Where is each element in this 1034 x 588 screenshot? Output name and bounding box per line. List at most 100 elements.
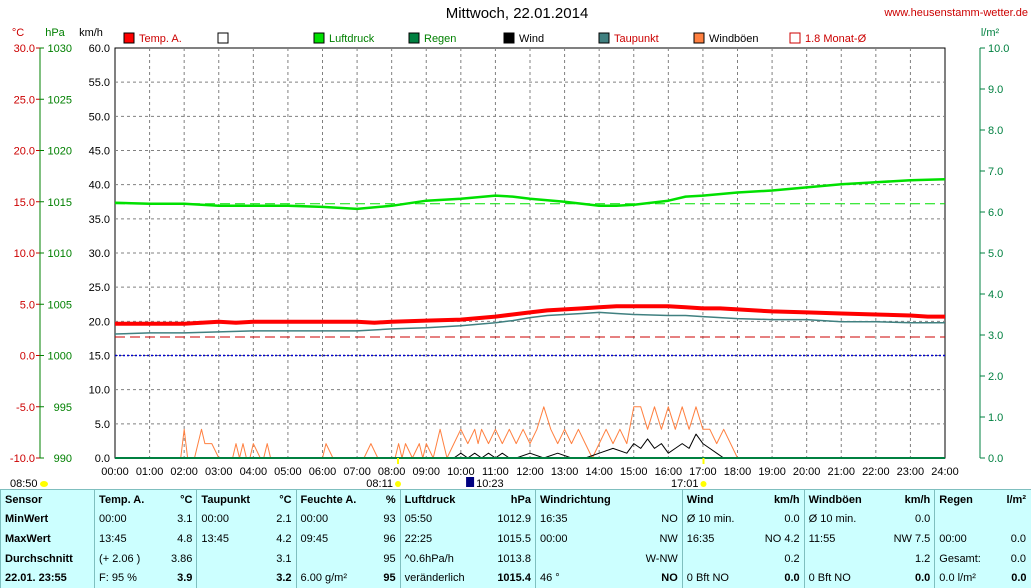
stats-cell-note: 13:45: [196, 529, 267, 549]
stats-cell-note: 0.0 l/m²: [934, 568, 997, 588]
stats-cell-value: NW: [659, 532, 678, 545]
temp-tick-label: 20.0: [14, 146, 35, 158]
stats-cell-value: NO: [661, 572, 678, 585]
x-tick-label: 17:00: [689, 466, 717, 478]
stats-cell-note: 00:00: [94, 509, 161, 530]
x-tick-label: 02:00: [170, 466, 198, 478]
stats-cell-note: 16:35: [534, 509, 633, 530]
stats-row-label: 22.01. 23:55: [0, 568, 95, 588]
stats-cell-note: Ø 10 min.: [681, 509, 752, 530]
series-line-windb-en: [115, 406, 945, 459]
x-tick-label: 20:00: [793, 466, 821, 478]
series-line-luftdruck: [114, 177, 946, 211]
sunrise-marker: [395, 481, 402, 487]
rain-tick-label: 4.0: [988, 289, 1003, 301]
series-line-temp-a-: [115, 304, 945, 326]
stats-row-label: Durchschnitt: [0, 548, 95, 569]
stats-header-sensor: Sensor: [0, 490, 95, 510]
legend-label: Windböen: [709, 33, 759, 45]
sunrise-label: 08:11: [366, 478, 393, 490]
stats-cell-note: [196, 548, 267, 569]
stats-cell-value: 3.9: [177, 572, 193, 585]
x-tick-label: 24:00: [931, 466, 959, 478]
rain-tick-label: 10.0: [988, 43, 1009, 55]
site-link[interactable]: www.heusenstamm-wetter.de: [884, 7, 1028, 19]
pressure-tick-label: 995: [54, 402, 72, 414]
stats-cell-note: 0 Bft NO: [681, 568, 752, 588]
stats-cell-note: [803, 548, 880, 569]
stats-cell-note: 13:45: [94, 529, 161, 549]
temp-tick-label: 0.0: [20, 351, 35, 363]
stats-header-label: Taupunkt: [196, 490, 267, 510]
wind-tick-label: 45.0: [89, 146, 110, 158]
stats-header-label: Feuchte A.: [295, 490, 375, 510]
stats-header-unit: [633, 490, 683, 510]
stats-cell-note: 00:00: [934, 529, 997, 549]
stats-cell-note: [295, 548, 375, 569]
stats-header-label: Wind: [681, 490, 752, 510]
stats-cell-note: 00:00: [534, 529, 633, 549]
legend-swatch: [503, 32, 515, 44]
stats-header-label: Luftdruck: [399, 490, 484, 510]
stats-header-unit: l/m²: [1006, 493, 1026, 506]
stats-cell-value: 0.0: [914, 513, 931, 526]
x-tick-label: 18:00: [724, 466, 752, 478]
legend-label: Regen: [424, 33, 456, 45]
stats-cell-value: 0.2: [784, 552, 800, 565]
temp-tick-label: -10.0: [10, 453, 35, 465]
x-tick-label: 04:00: [240, 466, 268, 478]
stats-header-unit: °C: [279, 493, 292, 506]
legend-label: Luftdruck: [329, 33, 375, 45]
stats-cell-note: 0 Bft NO: [803, 568, 880, 588]
wind-tick-label: 40.0: [89, 180, 110, 192]
stats-cell-note: [681, 548, 752, 569]
stats-cell-note: 46 °: [534, 568, 633, 588]
pressure-tick-label: 1005: [48, 299, 72, 311]
sunset-label: 17:01: [671, 478, 699, 490]
stats-cell-value: 1.2: [914, 552, 931, 565]
stats-cell-value: 0.0: [914, 572, 931, 585]
x-tick-label: 03:00: [205, 466, 233, 478]
rain-tick-label: 8.0: [988, 125, 1003, 137]
temp-tick-label: 30.0: [14, 43, 35, 55]
temp-unit-label: °C: [12, 27, 24, 39]
stats-cell-value: 93: [383, 513, 396, 526]
stats-row: Durchschnitt (+ 2.06 ) 3.86 3.1 95 ^0.6hPa/h 1…: [0, 548, 1031, 569]
wind-tick-label: 50.0: [89, 111, 110, 123]
stats-row-label: MinWert: [0, 509, 95, 530]
stats-cell-value: NO 4.2: [764, 532, 800, 545]
x-tick-label: 10:00: [447, 466, 475, 478]
stats-cell-value: 2.1: [276, 513, 292, 526]
x-tick-label: 15:00: [620, 466, 648, 478]
stats-cell-value: 3.86: [171, 552, 193, 565]
x-tick-label: 09:00: [412, 466, 440, 478]
wind-unit-label: km/h: [79, 27, 103, 39]
x-tick-label: 22:00: [862, 466, 890, 478]
stats-cell-note: [934, 509, 997, 530]
x-tick-label: 14:00: [585, 466, 613, 478]
x-tick-label: 19:00: [758, 466, 786, 478]
stats-cell-value: 96: [383, 532, 396, 545]
x-tick-label: 01:00: [136, 466, 164, 478]
stats-cell-value: NO: [661, 513, 678, 526]
stats-cell-note: 22:25: [399, 529, 484, 549]
legend-swatch: [408, 32, 420, 44]
rain-tick-label: 3.0: [988, 330, 1003, 342]
rain-tick-label: 1.0: [988, 412, 1003, 424]
x-tick-label: 11:00: [482, 466, 509, 478]
sun-marker: [40, 481, 48, 487]
stats-header-unit: km/h: [773, 493, 800, 506]
temp-tick-label: 5.0: [20, 299, 35, 311]
pressure-unit-label: hPa: [45, 27, 65, 39]
stats-cell-value: 4.2: [276, 532, 292, 545]
stats-cell-note: 09:45: [295, 529, 375, 549]
x-tick-label: 12:00: [516, 466, 544, 478]
pressure-tick-label: 990: [54, 453, 72, 465]
pressure-tick-label: 1020: [48, 146, 72, 158]
x-tick-label: 16:00: [655, 466, 683, 478]
wind-tick-label: 60.0: [89, 43, 110, 55]
legend-swatch: [217, 32, 229, 44]
wind-tick-label: 20.0: [89, 316, 110, 328]
legend-label: Taupunkt: [614, 33, 659, 45]
stats-header-unit: °C: [180, 493, 193, 506]
